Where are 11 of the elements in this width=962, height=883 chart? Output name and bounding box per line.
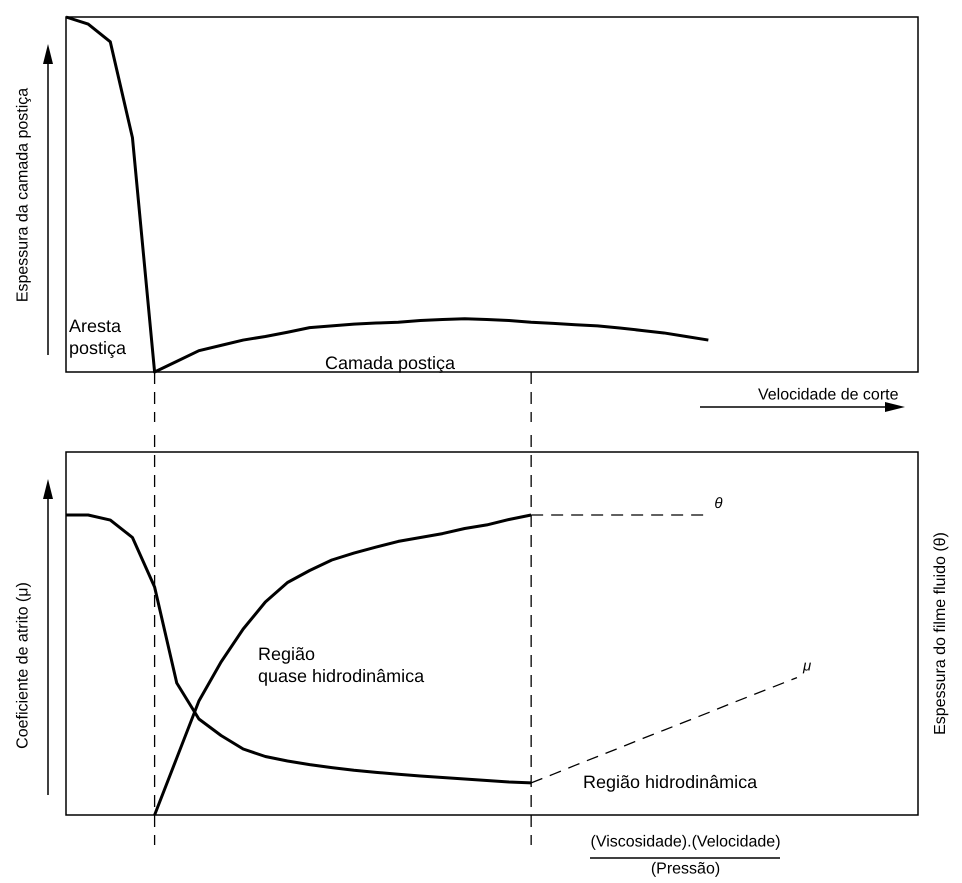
annotation: Aresta postiça xyxy=(69,316,128,358)
series-label: θ xyxy=(714,495,722,512)
annotation: Região hidrodinâmica xyxy=(583,772,758,792)
x-axis-title: (Viscosidade).(Velocidade) (Pressão) xyxy=(590,834,781,878)
y-axis-title: Espessura da camada postiça xyxy=(14,88,32,302)
y2-axis-title: Espessura do filme fluido (θ) xyxy=(932,532,949,735)
annotation: Camada postiça xyxy=(325,353,456,373)
x-axis-title: Velocidade de corte xyxy=(758,386,899,404)
y-axis-title: Coeficiente de atrito (μ) xyxy=(14,582,32,749)
annotation: Região quase hidrodinâmica xyxy=(258,644,426,686)
series-label: μ xyxy=(802,658,812,675)
